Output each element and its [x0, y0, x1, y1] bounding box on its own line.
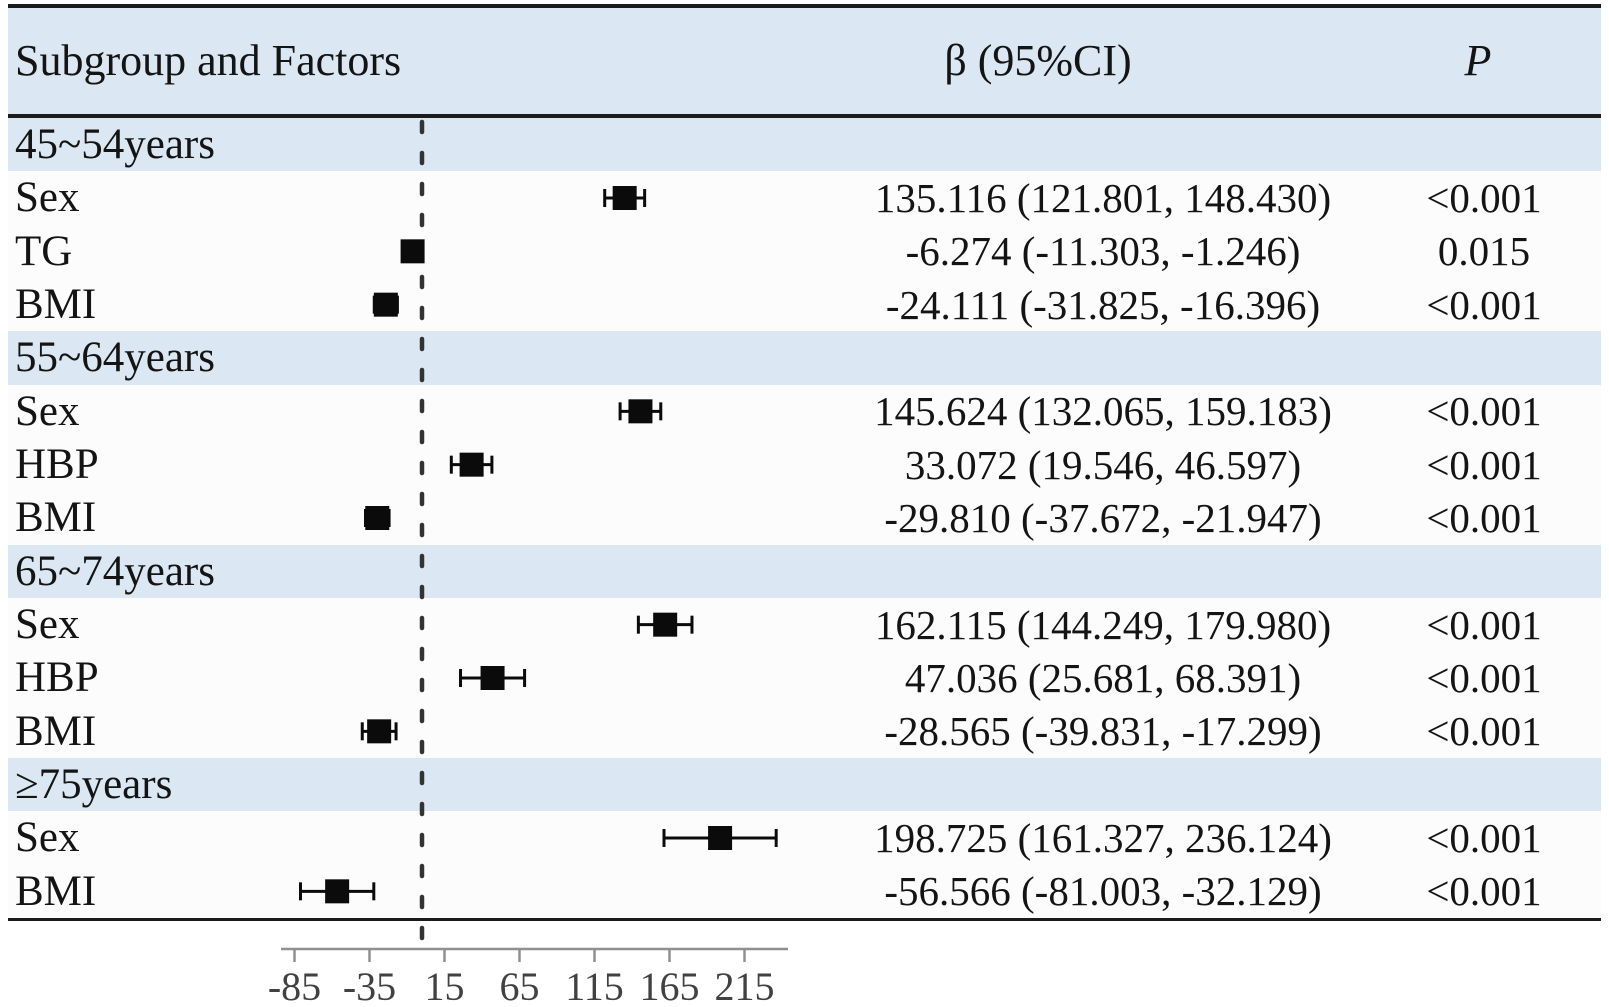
- subgroup-label: ≥75years: [15, 761, 173, 809]
- subgroup-label: 55~64years: [15, 334, 215, 382]
- factor-label: HBP: [15, 654, 99, 702]
- beta-ci-value: 162.115 (144.249, 179.980): [874, 601, 1332, 648]
- table-bottom-border: [8, 918, 1601, 921]
- x-axis-tick-label: 215: [715, 964, 775, 1007]
- beta-ci-value: -56.566 (-81.003, -32.129): [884, 868, 1322, 915]
- x-axis-tick-label: 65: [500, 964, 540, 1007]
- factor-row: BMI -56.566 (-81.003, -32.129) <0.001: [8, 864, 1601, 918]
- x-axis-tick-label: -35: [343, 964, 396, 1007]
- beta-ci-value: -29.810 (-37.672, -21.947): [884, 494, 1322, 541]
- factor-label: BMI: [15, 281, 97, 329]
- x-axis-tick-label: 115: [565, 964, 624, 1007]
- beta-ci-value: -6.274 (-11.303, -1.246): [905, 228, 1301, 275]
- p-value: <0.001: [1426, 441, 1542, 488]
- beta-ci-value: -28.565 (-39.831, -17.299): [884, 708, 1322, 755]
- p-value: <0.001: [1426, 494, 1542, 541]
- beta-ci-value: 145.624 (132.065, 159.183): [874, 388, 1332, 435]
- factor-row: HBP 47.036 (25.681, 68.391) <0.001: [8, 651, 1601, 705]
- x-axis-tick-label: 165: [640, 964, 700, 1007]
- factor-row: BMI -28.565 (-39.831, -17.299) <0.001: [8, 704, 1601, 758]
- subgroup-row: 65~74years: [8, 544, 1601, 598]
- factor-label: Sex: [15, 387, 80, 435]
- factor-row: TG -6.274 (-11.303, -1.246) 0.015: [8, 224, 1601, 278]
- p-value: <0.001: [1426, 814, 1542, 861]
- beta-ci-value: -24.111 (-31.825, -16.396): [885, 281, 1321, 328]
- factor-row: Sex 145.624 (132.065, 159.183) <0.001: [8, 384, 1601, 438]
- p-value: <0.001: [1426, 388, 1542, 435]
- p-value: <0.001: [1426, 174, 1542, 221]
- subgroup-label: 65~74years: [15, 547, 215, 595]
- p-value: <0.001: [1426, 281, 1542, 328]
- p-value: <0.001: [1426, 601, 1542, 648]
- p-value: <0.001: [1426, 708, 1542, 755]
- beta-ci-value: 198.725 (161.327, 236.124): [874, 814, 1332, 861]
- p-value: <0.001: [1426, 654, 1542, 701]
- subgroup-row: ≥75years: [8, 758, 1601, 812]
- factor-label: Sex: [15, 814, 80, 862]
- factor-label: BMI: [15, 494, 97, 542]
- table-top-border: [8, 4, 1601, 8]
- factor-label: TG: [15, 227, 73, 275]
- table-header: Subgroup and Factors β (95%CI) P: [8, 8, 1601, 118]
- factor-label: Sex: [15, 174, 80, 222]
- factor-label: HBP: [15, 441, 99, 489]
- beta-ci-value: 33.072 (19.546, 46.597): [904, 441, 1302, 488]
- p-value: 0.015: [1437, 228, 1531, 275]
- factor-row: HBP 33.072 (19.546, 46.597) <0.001: [8, 438, 1601, 492]
- factor-row: Sex 135.116 (121.801, 148.430) <0.001: [8, 171, 1601, 225]
- factor-row: BMI -24.111 (-31.825, -16.396) <0.001: [8, 278, 1601, 332]
- factor-row: Sex 162.115 (144.249, 179.980) <0.001: [8, 598, 1601, 652]
- subgroup-label: 45~54years: [15, 121, 215, 169]
- beta-ci-value: 47.036 (25.681, 68.391): [904, 654, 1302, 701]
- factor-label: BMI: [15, 867, 97, 915]
- factor-row: Sex 198.725 (161.327, 236.124) <0.001: [8, 811, 1601, 865]
- header-p-value: P: [1464, 36, 1492, 85]
- p-value: <0.001: [1426, 868, 1542, 915]
- factor-label: Sex: [15, 601, 80, 649]
- subgroup-row: 45~54years: [8, 118, 1601, 172]
- factor-row: BMI -29.810 (-37.672, -21.947) <0.001: [8, 491, 1601, 545]
- factor-label: BMI: [15, 707, 97, 755]
- x-axis-tick-label: -85: [268, 964, 321, 1007]
- header-beta-95ci: β (95%CI): [944, 36, 1132, 85]
- subgroup-row: 55~64years: [8, 331, 1601, 385]
- beta-ci-value: 135.116 (121.801, 148.430): [874, 174, 1332, 221]
- header-bottom-border: [8, 114, 1601, 118]
- x-axis-tick-label: 15: [425, 964, 465, 1007]
- header-subgroup-and-factors: Subgroup and Factors: [15, 36, 402, 85]
